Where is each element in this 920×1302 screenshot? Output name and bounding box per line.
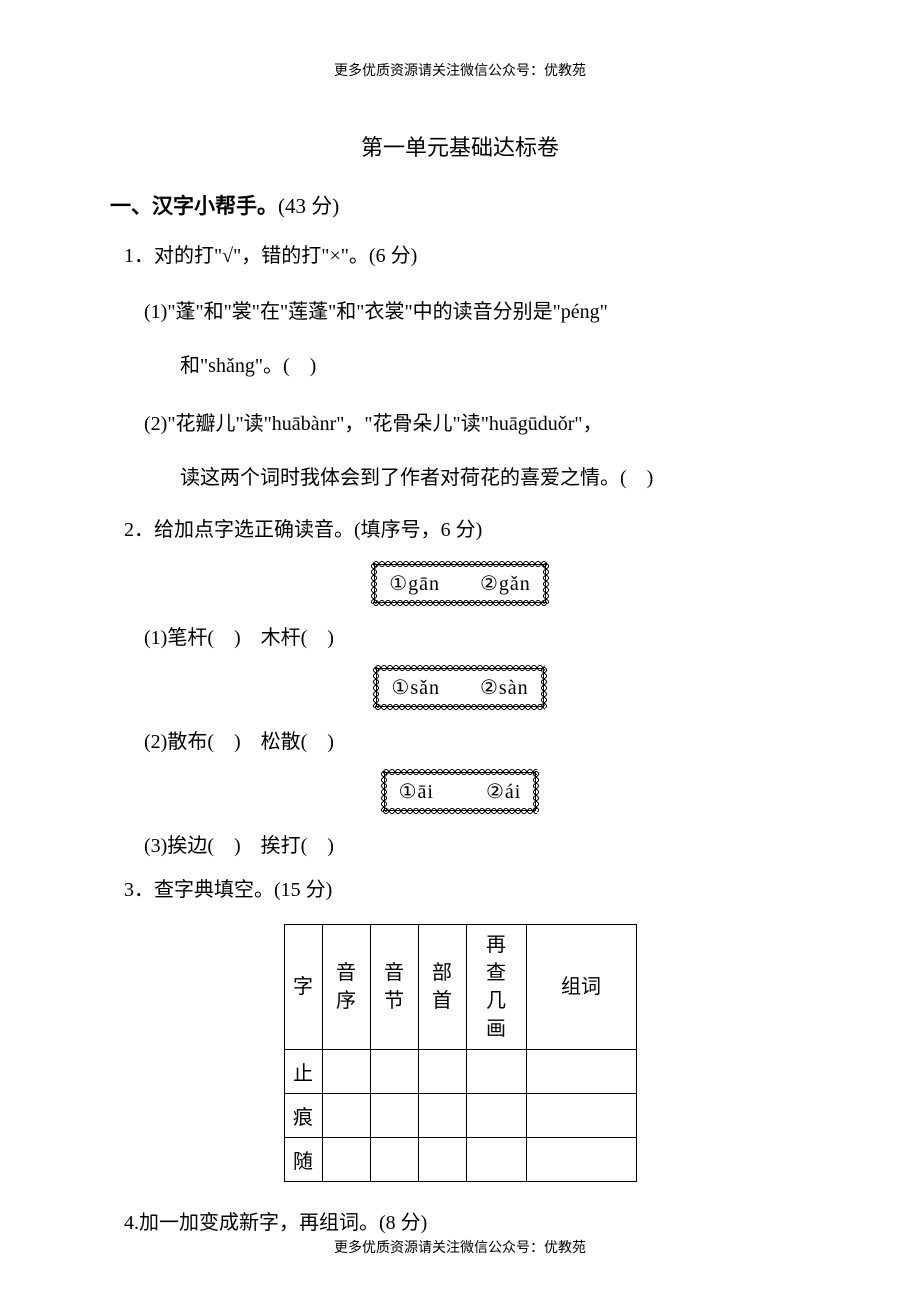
th-yinjie: 音节 [370, 925, 418, 1050]
q1-item-1-line-1: (1)"蓬"和"裳"在"莲蓬"和"衣裳"中的读音分别是"péng" [144, 290, 810, 334]
cell-empty [418, 1138, 466, 1182]
pinyin-box-2-opt-2: ②sàn [480, 675, 529, 700]
q1-item-2-line-2: 读这两个词时我体会到了作者对荷花的喜爱之情。( ) [180, 456, 810, 500]
th-bushou: 部首 [418, 925, 466, 1050]
cell-empty [370, 1050, 418, 1094]
pinyin-box-2-opt-1: ①sǎn [391, 675, 440, 700]
pinyin-box-1-wrapper: ①gān ②gǎn [110, 564, 810, 603]
pinyin-box-3-opt-1: ①āi [399, 779, 434, 804]
cell-empty [418, 1050, 466, 1094]
dict-table-wrapper: 字 音序 音节 部首 再查几画 组词 止 痕 [110, 924, 810, 1182]
table-row: 止 [284, 1050, 636, 1094]
q2-item-3: (3)挨边( ) 挨打( ) [144, 829, 810, 858]
cell-empty [526, 1050, 636, 1094]
header-note: 更多优质资源请关注微信公众号：优教苑 [110, 60, 810, 80]
cell-empty [322, 1138, 370, 1182]
pinyin-box-3: ①āi ②ái [384, 772, 537, 811]
th-yinxu: 音序 [322, 925, 370, 1050]
q1-item-1-line-2: 和"shǎng"。( ) [180, 344, 810, 388]
section-1-heading: 一、汉字小帮手。(43 分) [110, 190, 810, 220]
pinyin-box-2-wrapper: ①sǎn ②sàn [110, 668, 810, 707]
th-strokes: 再查几画 [466, 925, 526, 1050]
pinyin-box-3-opt-2: ②ái [486, 779, 521, 804]
cell-empty [370, 1138, 418, 1182]
table-row: 痕 [284, 1094, 636, 1138]
page-title: 第一单元基础达标卷 [110, 130, 810, 162]
cell-empty [526, 1138, 636, 1182]
cell-empty [526, 1094, 636, 1138]
pinyin-box-1-opt-1: ①gān [389, 571, 440, 596]
question-1: 1．对的打"√"，错的打"×"。(6 分) [124, 240, 810, 272]
cell-empty [418, 1094, 466, 1138]
cell-char-2: 痕 [284, 1094, 322, 1138]
cell-empty [466, 1138, 526, 1182]
q2-item-1: (1)笔杆( ) 木杆( ) [144, 621, 810, 650]
cell-empty [466, 1094, 526, 1138]
pinyin-box-3-wrapper: ①āi ②ái [110, 772, 810, 811]
footer-note: 更多优质资源请关注微信公众号：优教苑 [0, 1237, 920, 1257]
question-3: 3．查字典填空。(15 分) [124, 874, 810, 906]
dict-table: 字 音序 音节 部首 再查几画 组词 止 痕 [284, 924, 637, 1182]
cell-char-3: 随 [284, 1138, 322, 1182]
pinyin-box-2: ①sǎn ②sàn [376, 668, 543, 707]
section-1-heading-main: 一、汉字小帮手。 [110, 195, 278, 218]
table-row: 随 [284, 1138, 636, 1182]
cell-char-1: 止 [284, 1050, 322, 1094]
question-4: 4.加一加变成新字，再组词。(8 分) [124, 1206, 810, 1235]
section-1-points: (43 分) [278, 194, 339, 218]
th-zuci: 组词 [526, 925, 636, 1050]
question-2: 2．给加点字选正确读音。(填序号，6 分) [124, 514, 810, 546]
pinyin-box-1-opt-2: ②gǎn [480, 571, 531, 596]
pinyin-box-1: ①gān ②gǎn [374, 564, 546, 603]
q1-item-2-line-1: (2)"花瓣儿"读"huābànr"，"花骨朵儿"读"huāgūduǒr"， [144, 402, 810, 446]
th-char: 字 [284, 925, 322, 1050]
cell-empty [466, 1050, 526, 1094]
cell-empty [322, 1050, 370, 1094]
table-header-row: 字 音序 音节 部首 再查几画 组词 [284, 925, 636, 1050]
q2-item-2: (2)散布( ) 松散( ) [144, 725, 810, 754]
cell-empty [370, 1094, 418, 1138]
cell-empty [322, 1094, 370, 1138]
